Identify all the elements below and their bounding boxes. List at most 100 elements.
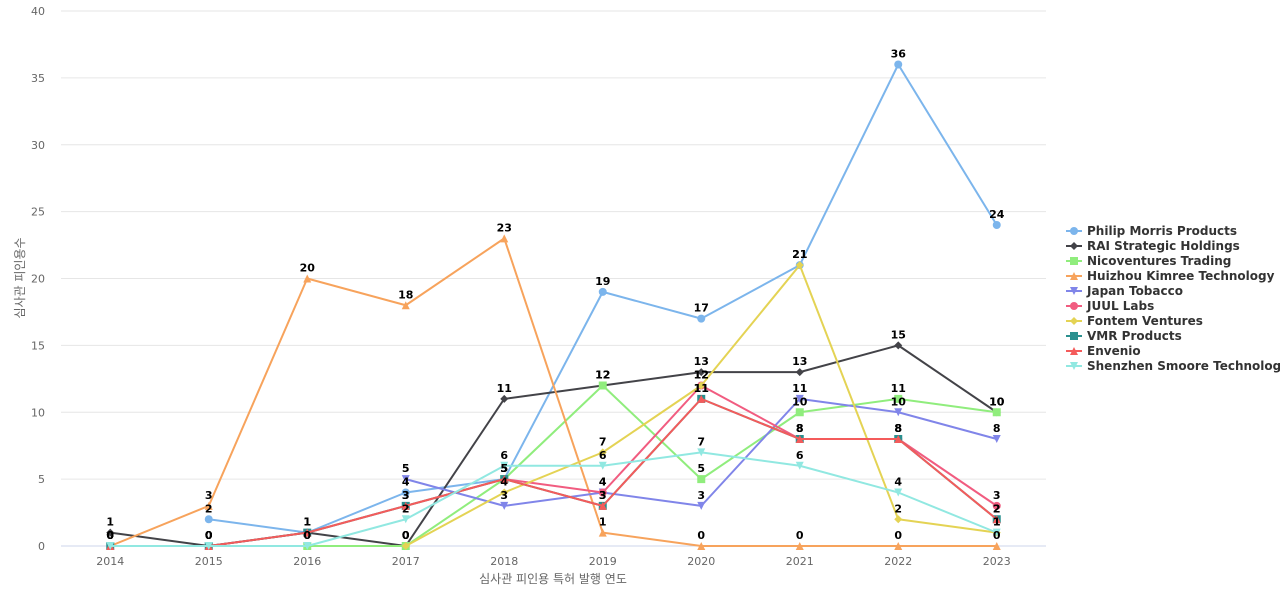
series-line	[109, 451, 998, 547]
data-point-marker	[401, 301, 410, 310]
data-label: 8	[796, 422, 804, 435]
data-label: 5	[500, 462, 508, 475]
data-label: 8	[894, 422, 902, 435]
data-label: 0	[205, 529, 213, 542]
data-label: 8	[796, 422, 804, 435]
legend-item[interactable]: Nicoventures Trading	[1066, 253, 1280, 268]
x-tick-label: 2016	[293, 555, 321, 568]
data-point-marker	[894, 435, 903, 443]
legend-item[interactable]: JUUL Labs	[1066, 298, 1280, 313]
legend-marker	[1070, 241, 1078, 250]
x-tick-label: 2022	[884, 555, 912, 568]
data-label: 0	[402, 529, 410, 542]
y-tick-label: 35	[31, 72, 45, 85]
x-tick-label: 2019	[589, 555, 617, 568]
data-label: 0	[106, 529, 114, 542]
data-label: 21	[792, 248, 807, 261]
legend-marker	[1070, 346, 1078, 355]
data-label: 5	[500, 462, 508, 475]
data-label: 1	[303, 516, 311, 529]
legend-item[interactable]: RAI Strategic Holdings	[1066, 238, 1280, 253]
data-label: 3	[993, 489, 1001, 502]
data-label: 17	[694, 302, 709, 315]
data-point-marker	[894, 60, 903, 69]
legend-item[interactable]: VMR Products	[1066, 328, 1280, 343]
legend-label: Nicoventures Trading	[1087, 253, 1232, 268]
data-label: 11	[792, 382, 807, 395]
legend-item[interactable]: Philip Morris Products	[1066, 223, 1280, 238]
data-point-marker	[598, 448, 607, 457]
legend-label: RAI Strategic Holdings	[1087, 238, 1240, 253]
data-label: 11	[497, 382, 512, 395]
legend-item[interactable]: Japan Tobacco	[1066, 283, 1280, 298]
legend-item[interactable]: Envenio	[1066, 343, 1280, 358]
legend-marker	[1070, 316, 1078, 325]
data-label: 1	[599, 516, 607, 529]
legend-item[interactable]: Shenzhen Smoore Technology	[1066, 358, 1280, 373]
y-tick-label: 0	[38, 540, 45, 553]
data-point-marker	[992, 435, 1001, 443]
data-point-marker	[697, 394, 706, 403]
data-point-marker	[795, 261, 804, 270]
data-label: 5	[500, 462, 508, 475]
data-label: 5	[402, 462, 410, 475]
x-tick-label: 2021	[786, 555, 814, 568]
x-tick-label: 2020	[687, 555, 715, 568]
data-point-marker	[795, 408, 804, 417]
y-tick-label: 20	[31, 273, 45, 286]
series-4[interactable]	[401, 394, 1001, 510]
legend-symbol-icon	[1066, 301, 1082, 310]
series-6[interactable]	[401, 261, 1001, 550]
data-label: 1	[303, 516, 311, 529]
data-label: 11	[694, 382, 709, 395]
data-label: 0	[205, 529, 213, 542]
data-label: 4	[599, 476, 607, 489]
data-label: 2	[402, 502, 410, 515]
data-label: 10	[989, 395, 1005, 408]
data-label: 0	[697, 529, 705, 542]
data-point-marker	[106, 542, 115, 550]
data-point-marker	[500, 394, 509, 403]
data-label: 3	[599, 489, 607, 502]
data-label: 0	[796, 529, 804, 542]
data-label: 36	[891, 48, 907, 61]
series-line	[109, 397, 998, 547]
legend-label: Envenio	[1087, 343, 1141, 358]
data-label: 4	[894, 476, 902, 489]
data-point-marker	[992, 501, 1001, 510]
data-point-marker	[697, 475, 706, 484]
data-point-marker	[697, 448, 706, 457]
data-label: 13	[792, 355, 807, 368]
data-label: 12	[694, 369, 709, 382]
data-label: 10	[891, 395, 907, 408]
data-label: 19	[595, 275, 610, 288]
data-point-marker	[500, 234, 509, 243]
x-tick-label: 2018	[490, 555, 518, 568]
data-label: 3	[599, 489, 607, 502]
data-point-marker	[500, 488, 509, 497]
data-label: 0	[205, 529, 213, 542]
series-9[interactable]	[106, 448, 1001, 550]
series-line	[503, 384, 998, 507]
data-label: 3	[402, 489, 410, 502]
series-1[interactable]	[106, 341, 1001, 550]
data-point-marker	[500, 475, 509, 484]
data-label: 8	[993, 422, 1001, 435]
data-label: 0	[106, 529, 114, 542]
data-point-marker	[992, 515, 1001, 524]
data-label: 0	[303, 529, 311, 542]
legend-item[interactable]: Huizhou Kimree Technology	[1066, 268, 1280, 283]
data-point-marker	[303, 274, 312, 283]
data-label: 2	[894, 502, 902, 515]
data-point-marker	[894, 341, 903, 350]
data-label: 15	[891, 328, 906, 341]
data-point-marker	[401, 475, 410, 484]
series-line	[306, 384, 998, 547]
data-point-marker	[401, 542, 410, 550]
data-point-marker	[795, 435, 804, 443]
data-point-marker	[303, 528, 312, 537]
legend-item[interactable]: Fontem Ventures	[1066, 313, 1280, 328]
data-label: 23	[497, 221, 512, 234]
data-point-marker	[598, 381, 607, 390]
legend-symbol-icon	[1066, 361, 1082, 370]
